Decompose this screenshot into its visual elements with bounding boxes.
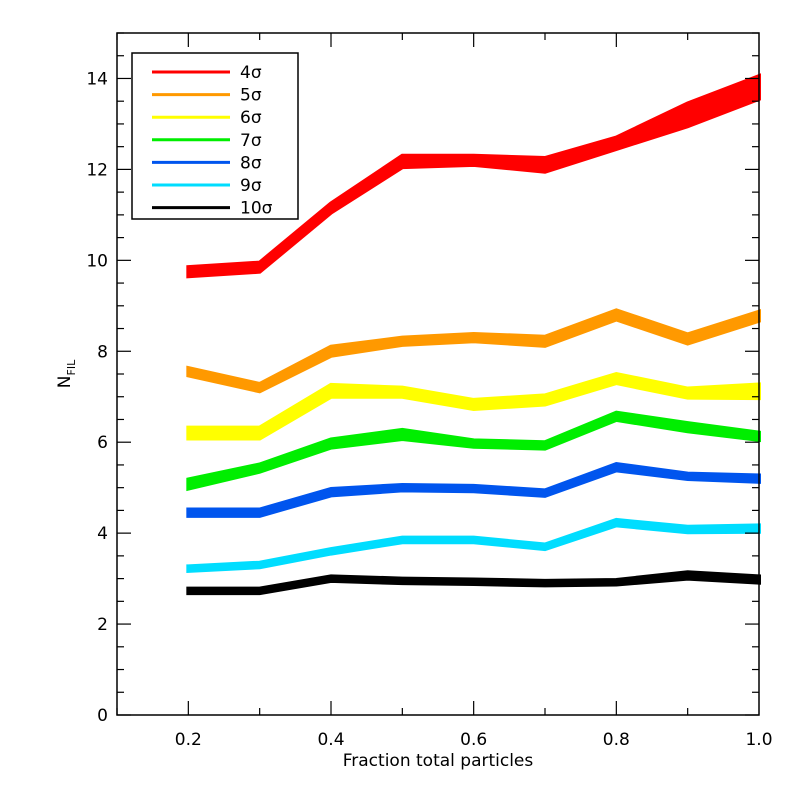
axis-ticks [116,32,759,716]
x-tick-label: 0.8 [603,730,630,750]
x-tick-label: 0.6 [460,730,487,750]
y-tick-labels: 0 2 4 6 8 10 12 14 [86,69,108,726]
x-tick-label: 1.0 [745,730,772,750]
y-axis-label: NFIL [55,359,78,388]
x-tick-label: 0.4 [317,730,344,750]
y-axis-label-subscript: FIL [65,359,78,376]
y-tick-label: 10 [86,251,108,271]
x-tick-label: 0.2 [175,730,202,750]
legend-label: 4σ [240,63,262,83]
x-tick-labels: 0.2 0.4 0.6 0.8 1.0 [175,730,773,750]
series-band-4 [186,461,761,518]
y-tick-label: 4 [97,524,108,544]
legend-label: 9σ [240,176,262,196]
series-band-1 [186,308,761,394]
y-tick-label: 8 [97,342,108,362]
y-axis-label-main: N [55,375,75,388]
y-tick-label: 6 [97,433,108,453]
y-tick-label: 14 [86,69,108,89]
legend-label: 7σ [240,131,262,151]
legend-label: 6σ [240,108,262,128]
legend-box [131,52,299,220]
series-band-5 [186,517,761,573]
series-band-6 [186,570,761,596]
legend-label: 10σ [240,199,273,219]
legend-label: 5σ [240,86,262,106]
y-tick-label: 0 [97,706,108,726]
x-axis-label: Fraction total particles [343,751,534,771]
y-tick-label: 2 [97,615,108,635]
y-tick-label: 12 [86,160,108,180]
legend-label: 8σ [240,153,262,173]
